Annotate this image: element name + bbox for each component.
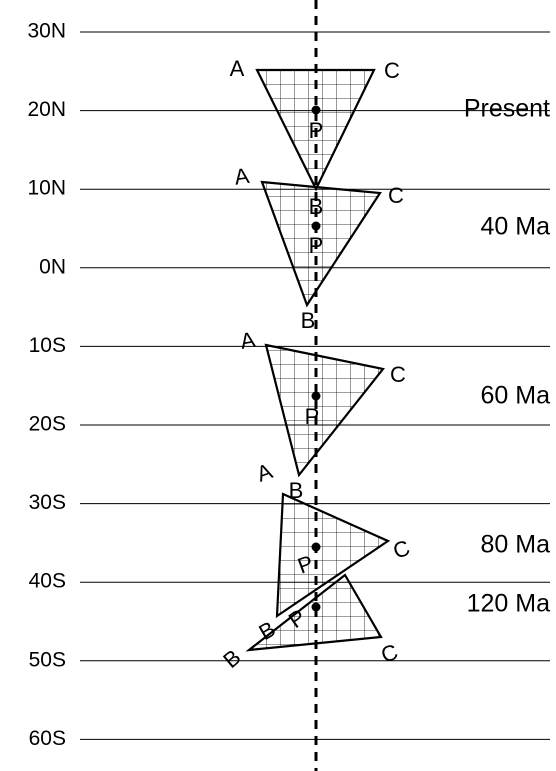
latitude-label: 10N (27, 177, 66, 200)
pole-point (311, 602, 321, 612)
age-label: Present (464, 95, 550, 123)
plate-triangle (255, 68, 376, 192)
vertex-label: C (390, 362, 406, 387)
latitude-label: 20S (29, 413, 66, 436)
plate-triangle (264, 343, 385, 478)
vertex-label: P (305, 404, 320, 429)
vertex-label: P (309, 118, 324, 143)
vertex-label: C (390, 535, 414, 564)
vertex-label: B (301, 308, 316, 333)
age-label: 80 Ma (481, 531, 551, 559)
vertex-label: B (309, 194, 324, 219)
latitude-label: 60S (29, 727, 66, 750)
age-label: 60 Ma (481, 382, 551, 410)
plate-triangle (275, 492, 391, 619)
vertex-label: C (384, 58, 400, 83)
latitude-label: 20N (27, 98, 66, 121)
pole-point (311, 542, 321, 552)
pole-point (311, 105, 321, 115)
vertex-label: B (289, 478, 304, 503)
vertex-label: A (233, 163, 251, 190)
latitude-label: 30N (27, 20, 66, 43)
vertex-label: C (388, 183, 404, 208)
latitude-label: 30S (29, 491, 66, 514)
vertex-label: A (230, 56, 245, 81)
latitude-label: 10S (29, 334, 66, 357)
vertex-label: A (238, 327, 257, 354)
latitude-label: 50S (29, 648, 66, 671)
age-label: 120 Ma (467, 590, 550, 618)
vertex-label: P (309, 233, 324, 258)
latitude-label: 40S (29, 570, 66, 593)
pole-point (311, 391, 321, 401)
plate-triangle (260, 180, 382, 308)
pole-point (311, 221, 321, 231)
vertex-label: B (218, 644, 245, 673)
vertex-label: C (378, 639, 402, 668)
age-label: 40 Ma (481, 213, 551, 241)
plate-triangle (245, 573, 383, 652)
vertex-label: A (253, 458, 276, 487)
latitude-label: 0N (39, 255, 66, 278)
